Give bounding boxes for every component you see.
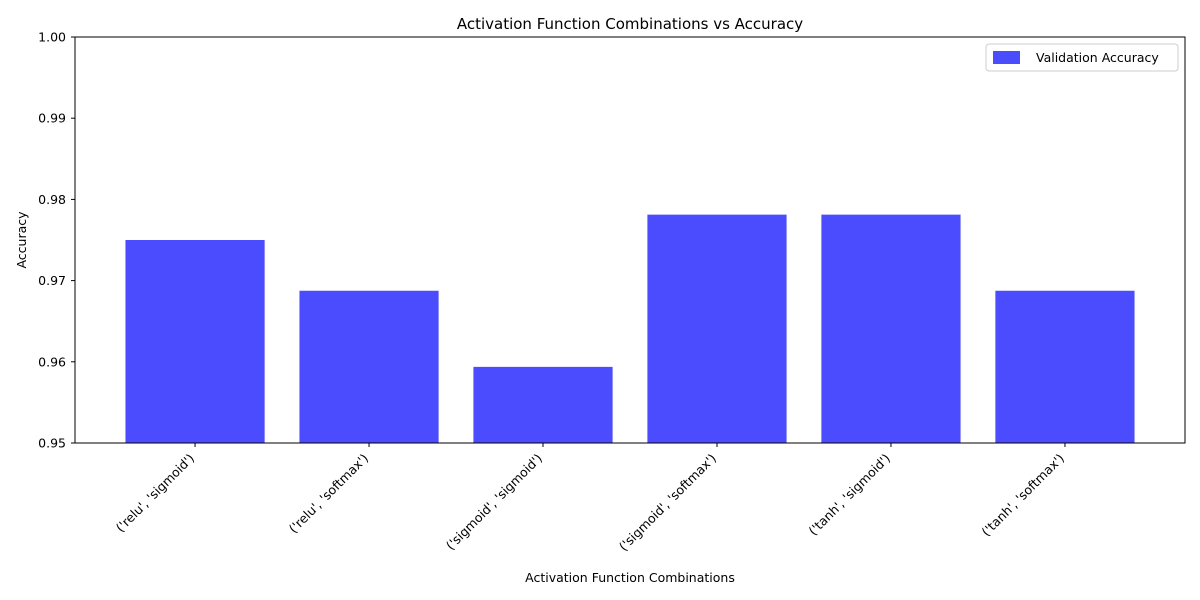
bar-4 <box>821 214 961 443</box>
x-tick-label: ('tanh', 'sigmoid') <box>805 451 893 539</box>
bar-2 <box>473 366 613 443</box>
y-axis-title: Accuracy <box>14 211 29 269</box>
y-axis: 0.95 0.96 0.97 0.98 0.99 1.00 <box>38 30 75 451</box>
y-tick-label: 1.00 <box>38 30 66 45</box>
legend: Validation Accuracy <box>985 43 1179 72</box>
y-tick-label: 0.99 <box>38 111 66 126</box>
legend-box <box>985 43 1179 72</box>
bar-0 <box>125 240 265 443</box>
y-tick-label: 0.95 <box>38 436 66 451</box>
bar-1 <box>299 290 439 443</box>
y-tick-label: 0.96 <box>38 354 66 369</box>
bars-layer <box>125 214 1135 443</box>
plot-frame <box>74 36 1186 444</box>
x-tick-label: ('sigmoid', 'sigmoid') <box>443 451 545 553</box>
x-axis: ('relu', 'sigmoid') ('relu', 'softmax') ('… <box>113 443 1067 554</box>
y-tick-label: 0.98 <box>38 192 66 207</box>
x-tick-label: ('relu', 'softmax') <box>286 451 371 536</box>
x-tick-label: ('tanh', 'softmax') <box>978 451 1067 540</box>
x-axis-title: Activation Function Combinations <box>525 570 735 585</box>
legend-swatch <box>993 51 1020 64</box>
legend-label: Validation Accuracy <box>1036 50 1159 65</box>
bar-5 <box>995 290 1135 443</box>
x-tick-label: ('sigmoid', 'softmax') <box>616 451 719 554</box>
chart-title: Activation Function Combinations vs Accu… <box>457 15 803 33</box>
bar-3 <box>647 214 787 443</box>
x-tick-label: ('relu', 'sigmoid') <box>113 451 198 536</box>
y-tick-label: 0.97 <box>38 273 66 288</box>
